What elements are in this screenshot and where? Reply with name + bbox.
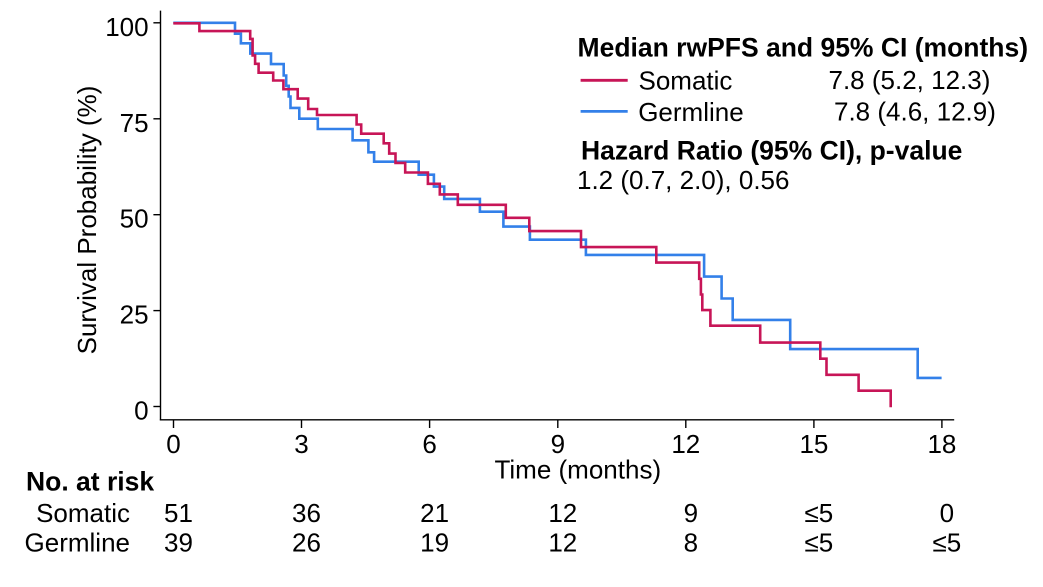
svg-text:≤5: ≤5: [933, 528, 962, 558]
svg-text:75: 75: [120, 108, 149, 138]
svg-text:Survival Probability (%): Survival Probability (%): [72, 86, 102, 355]
svg-text:36: 36: [292, 498, 321, 528]
svg-text:Germline: Germline: [638, 97, 743, 127]
svg-text:≤5: ≤5: [805, 498, 834, 528]
svg-text:18: 18: [927, 429, 956, 459]
svg-text:8: 8: [684, 528, 698, 558]
svg-text:19: 19: [420, 528, 449, 558]
svg-text:Time (months): Time (months): [494, 455, 661, 485]
svg-text:1.2 (0.7, 2.0), 0.56: 1.2 (0.7, 2.0), 0.56: [577, 165, 789, 195]
svg-text:21: 21: [420, 498, 449, 528]
svg-text:12: 12: [548, 498, 577, 528]
svg-text:Somatic: Somatic: [639, 65, 733, 95]
svg-text:7.8 (5.2, 12.3): 7.8 (5.2, 12.3): [829, 65, 991, 95]
svg-text:0: 0: [134, 396, 148, 426]
svg-text:Hazard Ratio (95% CI), p-value: Hazard Ratio (95% CI), p-value: [581, 136, 962, 166]
svg-text:≤5: ≤5: [805, 528, 834, 558]
svg-text:Germline: Germline: [25, 528, 130, 558]
svg-text:50: 50: [120, 204, 149, 234]
svg-text:3: 3: [294, 429, 308, 459]
svg-text:39: 39: [164, 528, 193, 558]
svg-text:12: 12: [671, 429, 700, 459]
svg-text:0: 0: [940, 498, 954, 528]
svg-text:26: 26: [292, 528, 321, 558]
svg-text:Median rwPFS and 95% CI (month: Median rwPFS and 95% CI (months): [578, 33, 1029, 63]
svg-text:6: 6: [422, 429, 436, 459]
svg-text:15: 15: [799, 429, 828, 459]
svg-text:12: 12: [548, 528, 577, 558]
svg-text:9: 9: [684, 498, 698, 528]
svg-text:9: 9: [551, 429, 565, 459]
svg-text:25: 25: [120, 300, 149, 330]
svg-text:7.8 (4.6, 12.9): 7.8 (4.6, 12.9): [834, 97, 996, 127]
svg-text:Somatic: Somatic: [36, 498, 130, 528]
svg-text:0: 0: [166, 429, 180, 459]
svg-text:100: 100: [105, 12, 148, 42]
svg-text:No. at risk: No. at risk: [26, 467, 154, 497]
svg-text:51: 51: [164, 498, 193, 528]
